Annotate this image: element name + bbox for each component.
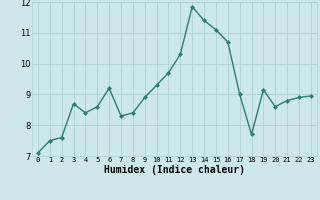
X-axis label: Humidex (Indice chaleur): Humidex (Indice chaleur) xyxy=(104,165,245,175)
